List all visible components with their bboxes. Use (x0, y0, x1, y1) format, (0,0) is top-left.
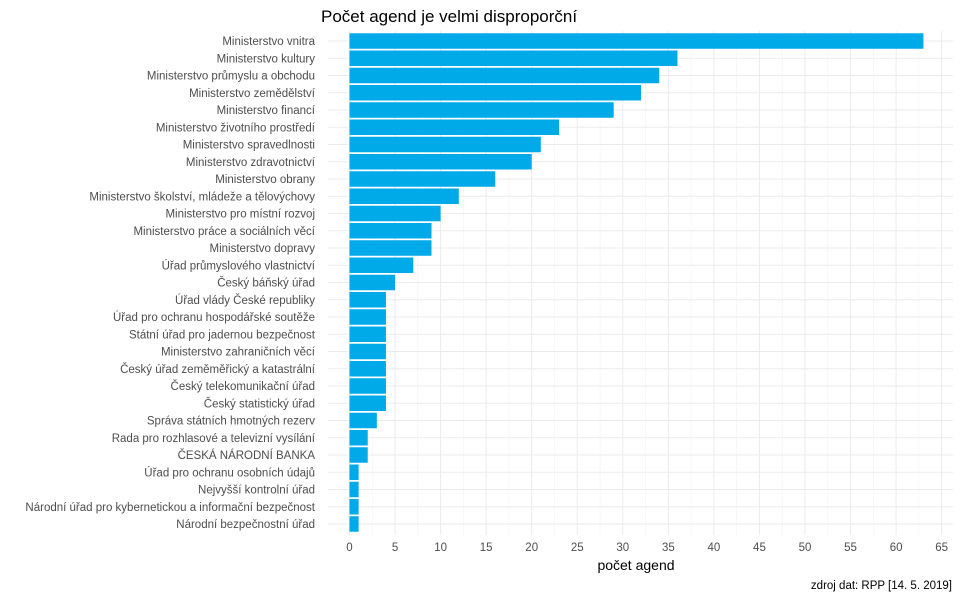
bar (349, 67, 660, 84)
category-label: Český statistický úřad (204, 397, 315, 410)
category-label: Ministerstvo zahraničních věcí (161, 347, 316, 359)
bar (349, 50, 678, 66)
bar (349, 188, 459, 204)
bar (349, 136, 541, 153)
bar (349, 171, 496, 187)
category-label: Úřad pro ochranu hospodářské soutěže (113, 311, 315, 324)
category-label: ČESKÁ NÁRODNÍ BANKA (178, 449, 316, 462)
bar (349, 309, 386, 325)
category-label: Správa státních hmotných rezerv (147, 416, 315, 428)
x-axis-title: počet agend (597, 557, 674, 573)
bar (349, 499, 359, 515)
bar (349, 274, 396, 291)
category-label: Ministerstvo kultury (217, 53, 316, 65)
category-label: Ministerstvo spravedlnosti (183, 140, 315, 152)
x-tick-label: 15 (480, 542, 493, 554)
x-tick-label: 5 (392, 542, 398, 554)
category-label: Ministerstvo zemědělství (189, 88, 316, 100)
x-tick-label: 20 (525, 542, 538, 554)
category-label: Ministerstvo pro místní rozvoj (165, 209, 315, 221)
x-tick-label: 55 (844, 542, 857, 554)
category-label: Ministerstvo dopravy (210, 243, 316, 255)
bar (349, 361, 386, 377)
bar (349, 240, 432, 256)
category-label: Rada pro rozhlasové a televizní vysílání (112, 433, 316, 445)
category-label: Úřad vlády České republiky (175, 294, 315, 307)
chart-title: Počet agend je velmi disproporční (321, 7, 577, 26)
bars (349, 33, 924, 532)
category-label: Ministerstvo financí (217, 105, 316, 117)
bar (349, 481, 359, 498)
source-caption: zdroj dat: RPP [14. 5. 2019] (811, 580, 952, 592)
category-label: Ministerstvo obrany (215, 174, 315, 186)
bar (349, 223, 432, 239)
category-label: Ministerstvo práce a sociálních věcí (133, 226, 315, 238)
category-label: Nejvyšší kontrolní úřad (198, 485, 315, 497)
bar (349, 447, 368, 463)
category-label: Státní úřad pro jadernou bezpečnost (129, 329, 316, 341)
x-tick-label: 65 (935, 542, 948, 554)
x-tick-label: 10 (434, 542, 447, 554)
bar (349, 119, 560, 135)
x-tick-label: 35 (662, 542, 675, 554)
bar (349, 430, 368, 446)
category-label: Ministerstvo životního prostředí (156, 122, 316, 134)
bar (349, 33, 924, 49)
bar (349, 257, 414, 273)
bar (349, 292, 386, 308)
bar (349, 516, 359, 532)
category-labels: Ministerstvo vnitra Ministerstvo kultury M… (25, 36, 315, 531)
bar (349, 395, 386, 411)
category-label: Úřad pro ochranu osobních údajů (144, 466, 315, 479)
category-label: Ministerstvo zdravotnictví (186, 157, 316, 169)
category-label: Ministerstvo školství, mládeže a tělovýc… (89, 191, 315, 203)
category-label: Český úřad zeměměřický a katastrální (120, 363, 316, 376)
category-label: Národní úřad pro kybernetickou a informa… (25, 502, 315, 514)
category-label: Úřad průmyslového vlastnictví (162, 259, 316, 272)
x-tick-label: 30 (616, 542, 629, 554)
category-label: Český báňský úřad (217, 277, 315, 290)
bar (349, 154, 532, 170)
x-tick-label: 0 (346, 542, 352, 554)
category-label: Český telekomunikační úřad (171, 380, 315, 393)
bar (349, 378, 386, 394)
bar (349, 85, 642, 101)
category-label: Národní bezpečnostní úřad (176, 519, 315, 531)
bar (349, 343, 386, 360)
bar (349, 412, 377, 429)
bar (349, 205, 441, 222)
x-tick-label: 50 (799, 542, 812, 554)
x-tick-label: 45 (753, 542, 766, 554)
bar (349, 326, 386, 342)
x-tick-label: 60 (890, 542, 903, 554)
x-tick-labels: 0 5 10 15 20 25 30 35 40 45 50 55 60 65 (346, 542, 948, 554)
x-tick-label: 40 (708, 542, 721, 554)
category-label: Ministerstvo vnitra (222, 36, 315, 48)
bar (349, 102, 614, 118)
bar (349, 464, 359, 480)
x-tick-label: 25 (571, 542, 584, 554)
category-label: Ministerstvo průmyslu a obchodu (147, 71, 315, 83)
